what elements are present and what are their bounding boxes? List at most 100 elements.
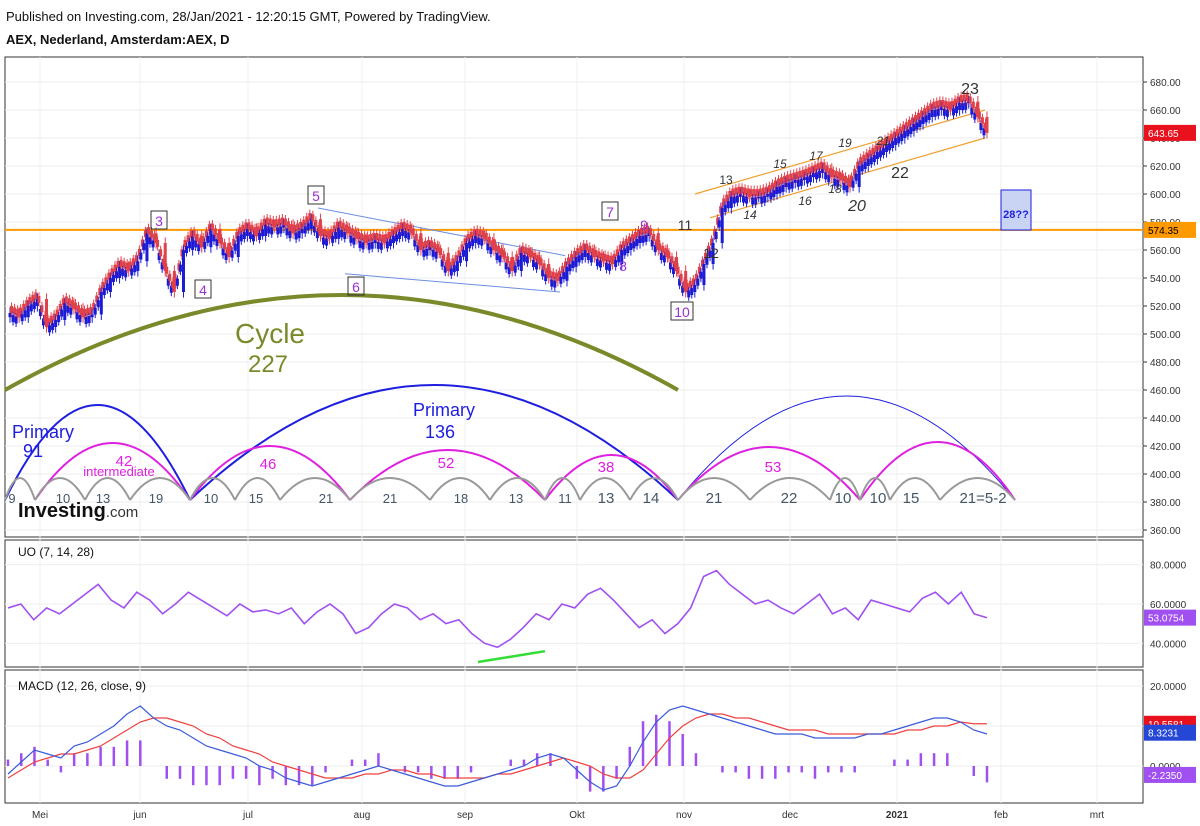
candle-body: [360, 233, 364, 241]
candle-body: [255, 229, 259, 236]
candle-body: [283, 218, 287, 226]
uo-line: [7, 569, 988, 649]
candle-body: [46, 318, 50, 326]
candle-body: [888, 143, 892, 151]
candle-body: [936, 108, 940, 116]
candle-body: [802, 177, 806, 180]
candle-body: [420, 241, 424, 249]
candle-body: [425, 248, 429, 256]
wave-label: 14: [743, 208, 757, 222]
candle-body: [465, 243, 469, 262]
candle-body: [264, 224, 268, 236]
price-tick-label: 540.00: [1150, 274, 1181, 285]
candle-body: [778, 186, 782, 194]
candle-body: [983, 122, 987, 130]
candle-body: [528, 252, 532, 257]
candle-body: [122, 261, 126, 269]
candle-body: [110, 268, 114, 276]
candle-body: [318, 219, 322, 236]
candle-body: [242, 232, 246, 240]
candle-body: [956, 96, 960, 104]
candle-body: [119, 259, 123, 267]
candle-body: [38, 309, 42, 317]
wave-label: 3: [155, 213, 163, 229]
candle-body: [364, 238, 368, 243]
minor-arc: [829, 477, 861, 501]
minor-arc: [629, 477, 679, 501]
signal-line: [7, 713, 987, 779]
candle-body: [959, 95, 963, 103]
candle-body: [723, 204, 727, 212]
candle-body: [174, 277, 178, 285]
time-label: aug: [354, 810, 371, 821]
candle-body: [510, 257, 514, 271]
candle-body: [973, 112, 977, 120]
candle-body: [562, 272, 566, 280]
minor-number: 22: [781, 490, 798, 507]
minor-arc: [279, 477, 351, 501]
annotations: Cycle227Primary91Primary136intermediate4…: [8, 81, 1032, 507]
time-label: jul: [242, 810, 253, 821]
candle-body: [748, 194, 752, 197]
candle-body: [440, 259, 444, 267]
candle-body: [810, 166, 814, 173]
wave-label: 20: [847, 198, 866, 215]
candle-body: [903, 131, 907, 138]
candle-body: [137, 248, 141, 256]
candle-body: [101, 281, 105, 289]
wave-label: 21: [875, 134, 889, 148]
candle-body: [113, 264, 117, 272]
candle-body: [493, 243, 497, 251]
candle-body: [282, 224, 286, 228]
candle-body: [10, 306, 14, 313]
candle-body: [637, 229, 641, 237]
price-tick-label: 600.00: [1150, 190, 1181, 201]
candle-body: [700, 259, 704, 267]
candle-body: [315, 231, 319, 239]
candle-body: [745, 196, 749, 204]
candle-body: [366, 234, 370, 242]
price-tags: 643.65 574.35: [1144, 124, 1196, 238]
candle-body: [230, 250, 234, 258]
candle-body: [111, 274, 115, 282]
candle-body: [411, 228, 415, 236]
candle-body: [775, 187, 779, 194]
candle-body: [696, 278, 700, 286]
wave-box: [194, 279, 212, 299]
candle-body: [563, 261, 567, 269]
candle-body: [198, 237, 202, 245]
candle-body: [160, 262, 164, 270]
uo-title: UO (7, 14, 28): [18, 545, 94, 559]
candle-body: [497, 245, 500, 253]
candle-body: [490, 240, 494, 248]
price-tick-label: 460.00: [1150, 386, 1181, 397]
candle-body: [661, 245, 665, 253]
candle-body: [924, 115, 928, 123]
candle-body: [503, 251, 507, 259]
candle-body: [288, 231, 292, 239]
candle-body: [627, 236, 631, 244]
candle-body: [653, 245, 657, 253]
candle-body: [251, 234, 255, 242]
candle-body: [233, 243, 237, 251]
minor-number: 10: [870, 490, 887, 507]
candle-body: [606, 254, 610, 262]
candle-body: [20, 314, 24, 322]
candle-body: [341, 222, 345, 230]
candle-body: [229, 245, 233, 253]
candle-body: [443, 265, 447, 273]
wave-box: [307, 185, 325, 205]
candle-body: [845, 185, 849, 193]
candle-body: [23, 310, 27, 318]
last-price-tag: 643.65: [1148, 129, 1179, 140]
candle-body: [518, 248, 522, 256]
candle-body: [43, 314, 47, 322]
wave-box: [601, 201, 619, 221]
candle-body: [32, 302, 36, 310]
minor-arc: [349, 477, 431, 501]
candle-body: [133, 265, 137, 273]
candle-body: [328, 236, 332, 239]
candle-body: [376, 241, 380, 249]
time-label: Mei: [32, 810, 48, 821]
candle-body: [262, 218, 266, 226]
